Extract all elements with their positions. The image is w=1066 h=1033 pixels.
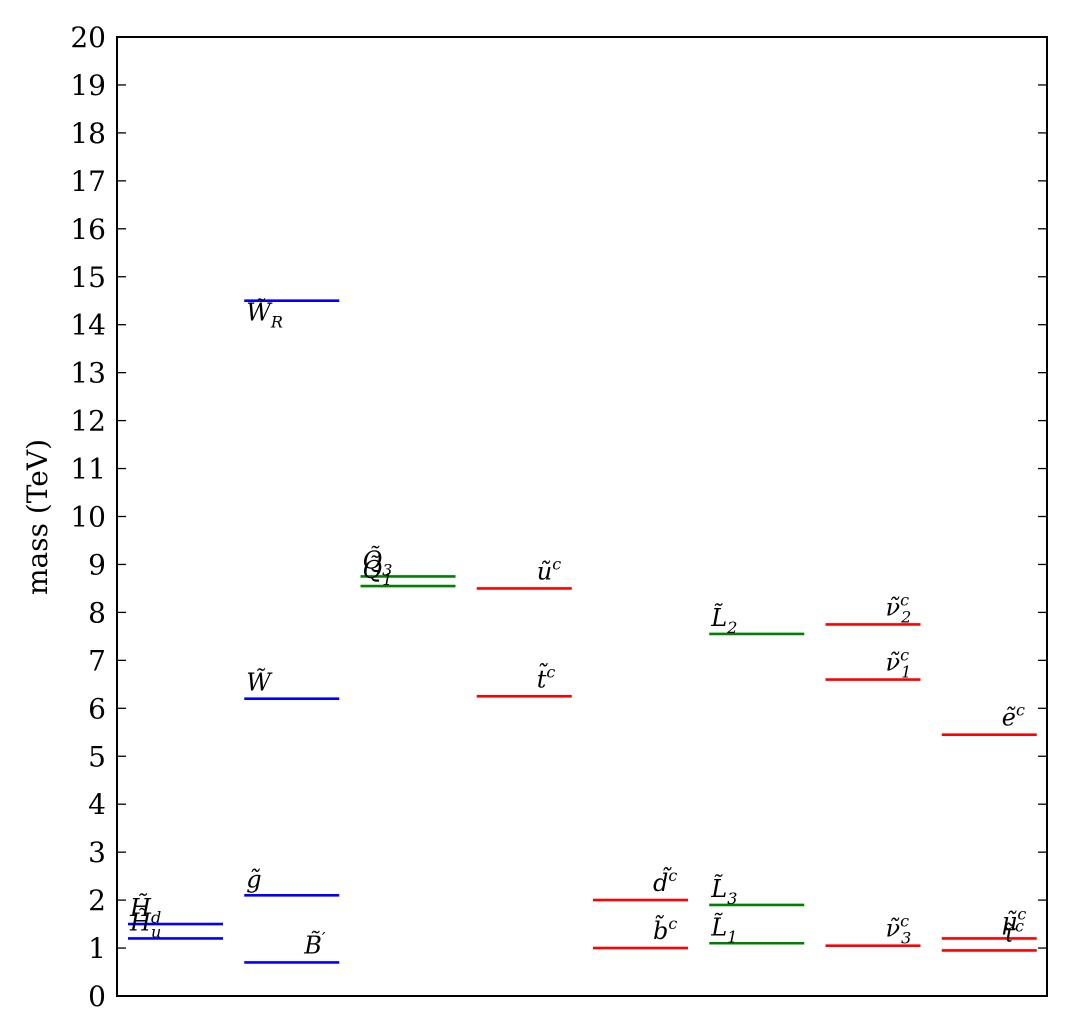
y-tick-label: 14 [70, 309, 106, 342]
y-tick-label: 16 [70, 213, 106, 246]
y-tick-label: 6 [88, 692, 106, 725]
y-tick-label: 19 [70, 69, 106, 102]
mass-level-label: L̃1 [710, 913, 737, 946]
y-tick-label: 15 [70, 261, 106, 294]
mass-level-label: H̃d [129, 894, 161, 927]
y-tick-label: 17 [70, 165, 106, 198]
mass-level-label: g̃ [246, 865, 261, 893]
y-tick-label: 5 [88, 740, 106, 773]
y-tick-label: 0 [88, 980, 106, 1013]
y-axis-title: mass (TeV) [21, 439, 54, 595]
y-tick-label: 9 [88, 548, 106, 581]
mass-level-label: μ̃c [1002, 904, 1027, 935]
mass-level-label: ν̃c 2 [886, 590, 912, 626]
mass-level-label: t̃c [537, 662, 556, 693]
mass-level-label: b̃c [653, 914, 677, 945]
mass-level-label: L̃3 [710, 875, 737, 908]
y-tick-label: 4 [88, 788, 106, 821]
mass-level-label: ũc [537, 554, 561, 585]
mass-level-label: τ̃c [1002, 916, 1024, 947]
y-tick-label: 1 [88, 932, 106, 965]
y-tick-label: 10 [70, 501, 106, 534]
mass-level-label: Q̃3 [363, 546, 393, 579]
mass-levels: H̃dH̃u W̃R W̃ g̃ B̃′ Q̃3Q̃1 ũc t̃c d̃c b̃c L̃2 L̃3 L… [128, 298, 1037, 964]
mass-level-label: L̃2 [710, 604, 737, 637]
mass-level-label: W̃R [246, 298, 283, 331]
mass-level-label: d̃c [653, 866, 677, 897]
y-tick-label: 2 [88, 884, 106, 917]
y-tick-label: 18 [70, 117, 106, 150]
mass-level-label: B̃′ [303, 928, 326, 959]
y-tick-label: 12 [70, 405, 106, 438]
mass-level-label: ν̃c 3 [886, 912, 912, 948]
mass-level-label: W̃ [246, 668, 273, 696]
y-tick-label: 8 [88, 596, 106, 629]
mass-level-label: H̃u [129, 908, 161, 941]
plot-frame [116, 36, 1048, 997]
y-tick-label: 20 [70, 21, 106, 54]
y-tick-label: 7 [88, 644, 106, 677]
mass-level-label: ẽc [1002, 701, 1025, 732]
y-tick-label: 11 [70, 453, 106, 486]
mass-level-label: Q̃1 [363, 556, 393, 589]
y-tick-label: 13 [70, 357, 106, 390]
mass-level-label: ν̃c 1 [886, 646, 912, 682]
y-tick-label: 3 [88, 836, 106, 869]
